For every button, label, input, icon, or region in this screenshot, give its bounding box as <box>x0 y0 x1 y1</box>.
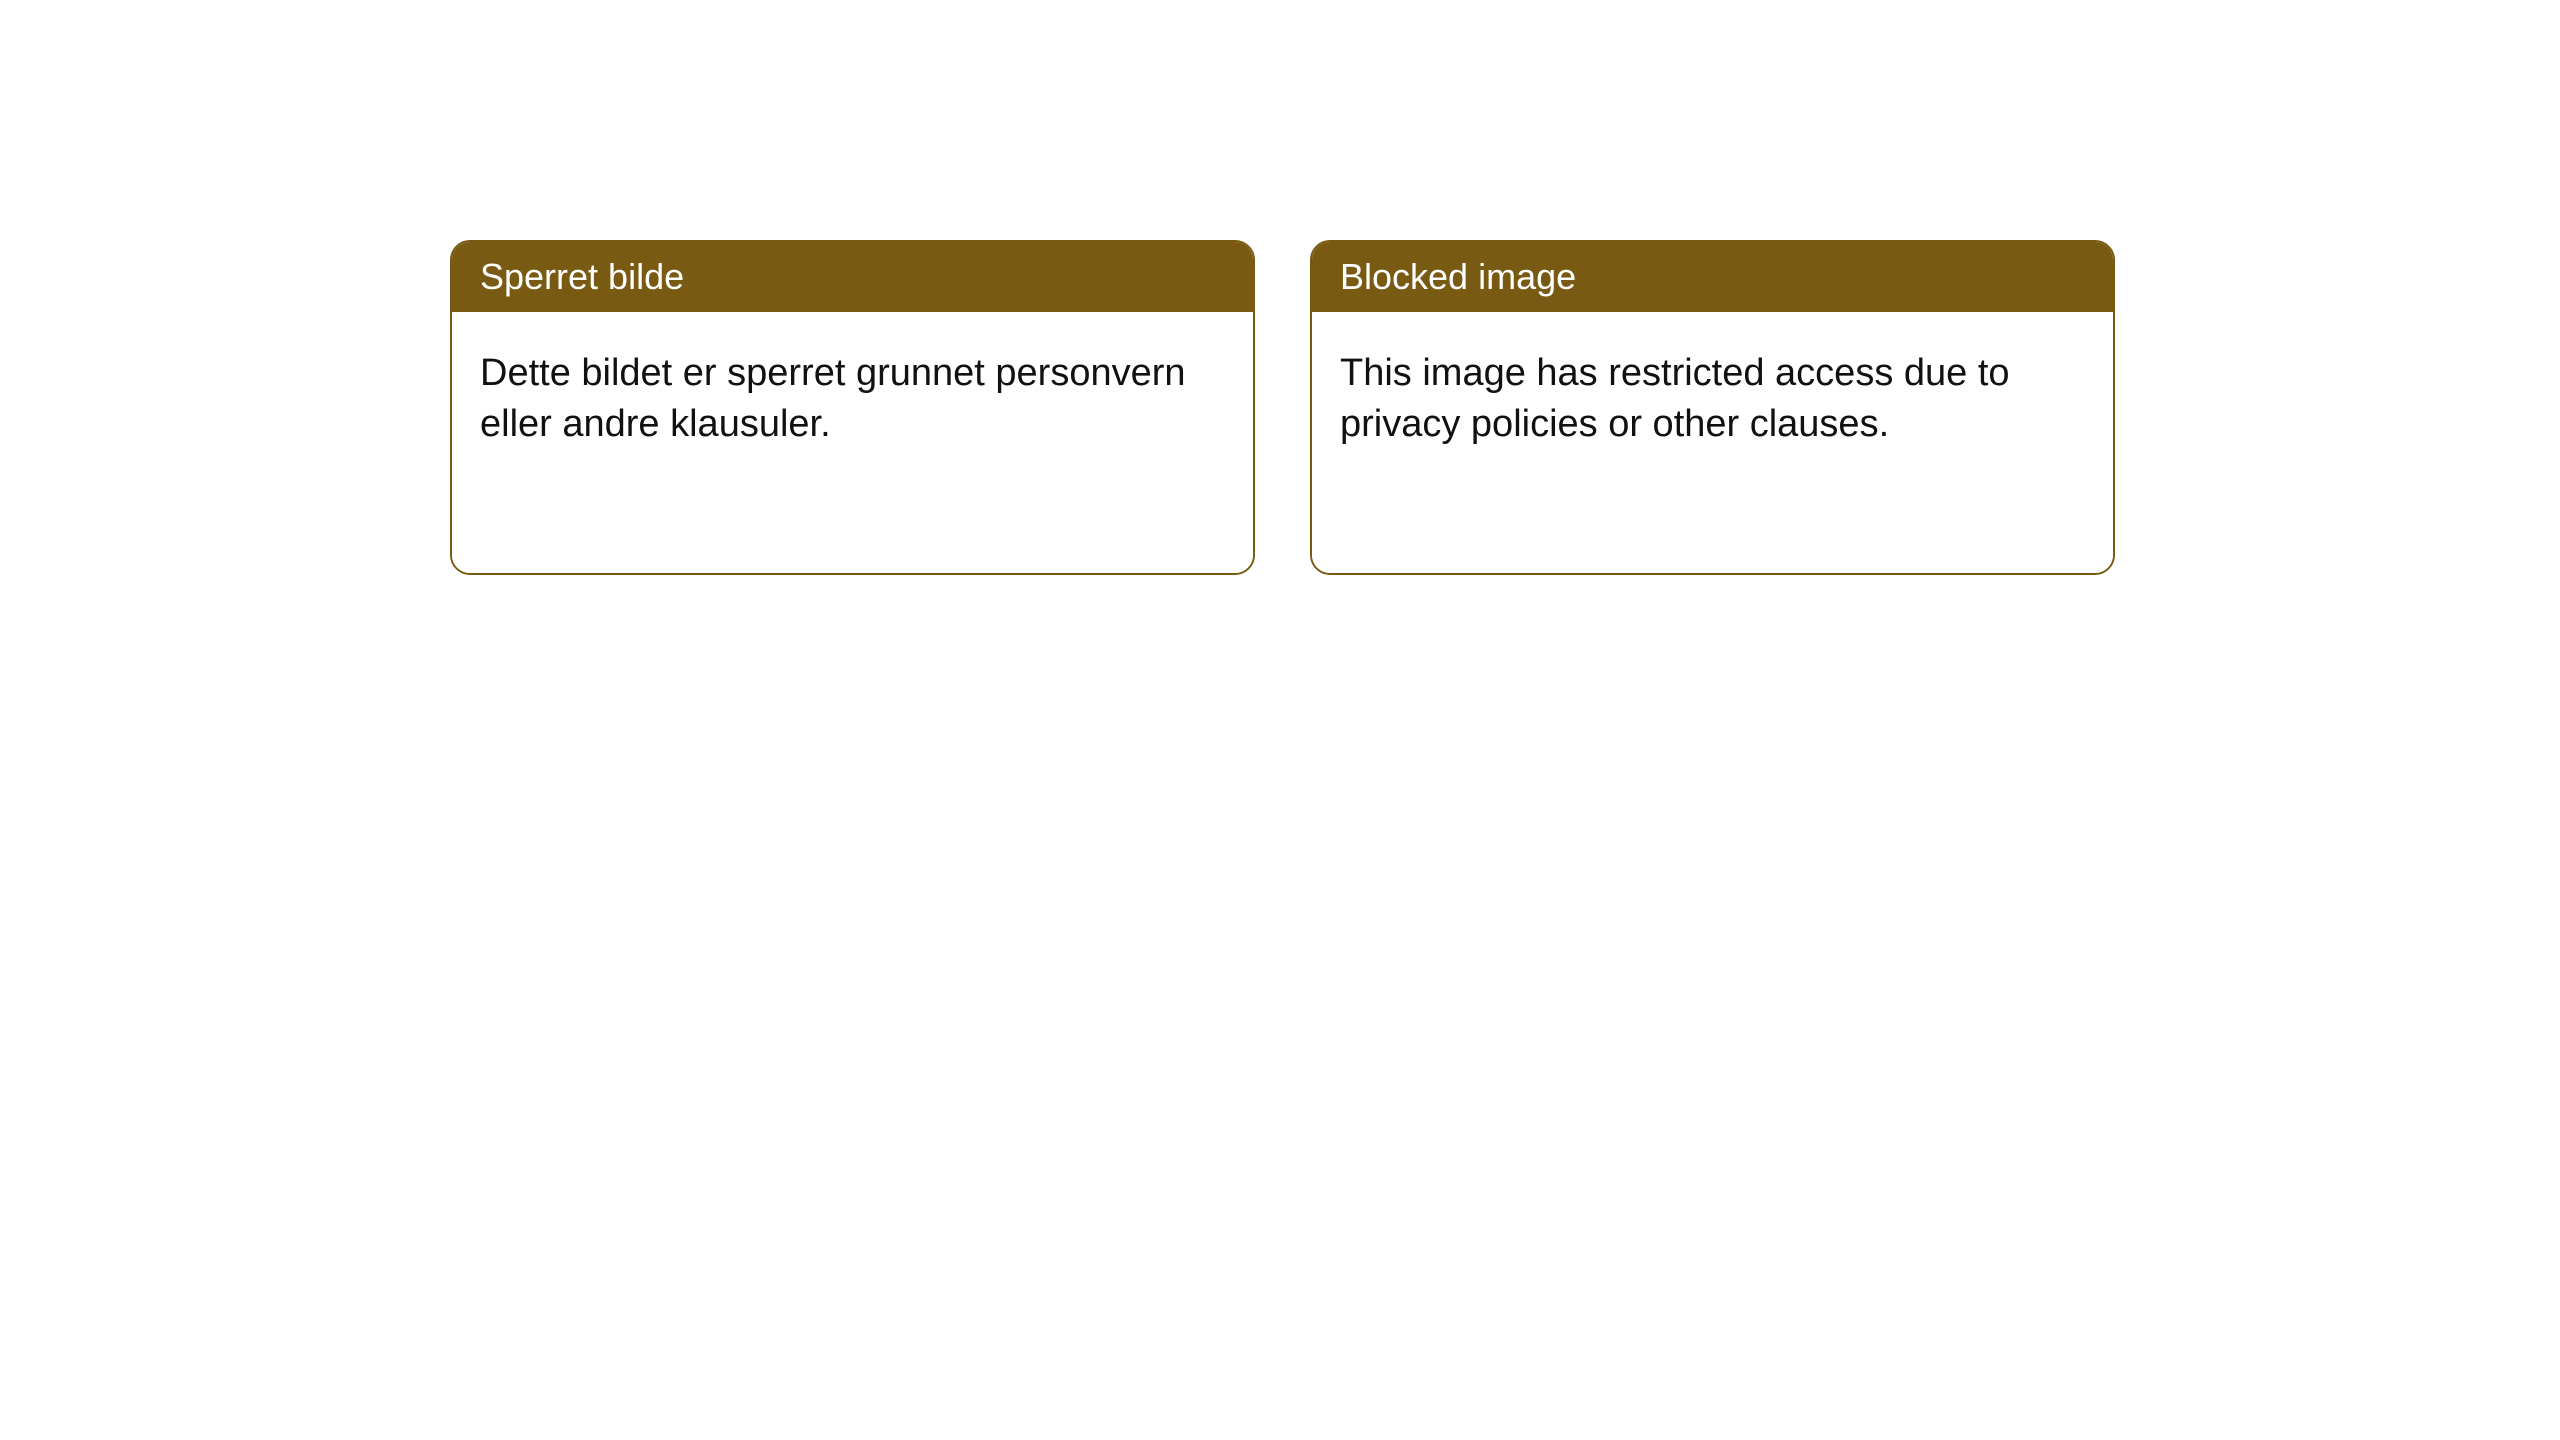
card-title: Blocked image <box>1340 256 1576 297</box>
card-body: This image has restricted access due to … <box>1312 312 2113 573</box>
blocked-image-cards: Sperret bilde Dette bildet er sperret gr… <box>450 240 2115 575</box>
card-body-text: This image has restricted access due to … <box>1340 352 2010 445</box>
card-body-text: Dette bildet er sperret grunnet personve… <box>480 352 1186 445</box>
card-header: Blocked image <box>1312 242 2113 312</box>
card-header: Sperret bilde <box>452 242 1253 312</box>
blocked-image-card-norwegian: Sperret bilde Dette bildet er sperret gr… <box>450 240 1255 575</box>
card-title: Sperret bilde <box>480 256 684 297</box>
card-body: Dette bildet er sperret grunnet personve… <box>452 312 1253 573</box>
blocked-image-card-english: Blocked image This image has restricted … <box>1310 240 2115 575</box>
